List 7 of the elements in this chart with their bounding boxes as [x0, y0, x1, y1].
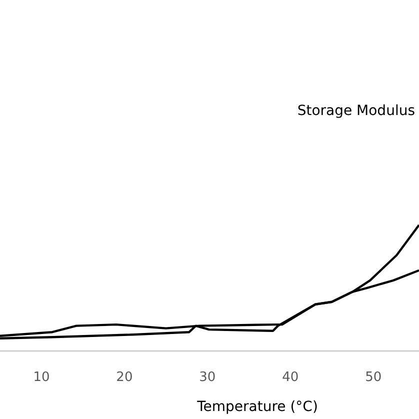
x-axis-title: Temperature (°C)	[196, 399, 318, 415]
text: Storage Modulus	[297, 103, 415, 119]
x-tick-label: 40	[282, 370, 299, 385]
x-tick-label: 10	[33, 370, 50, 385]
x-tick-label: 30	[199, 370, 216, 385]
x-tick-label: 20	[116, 370, 133, 385]
x-tick-label: 50	[365, 370, 382, 385]
